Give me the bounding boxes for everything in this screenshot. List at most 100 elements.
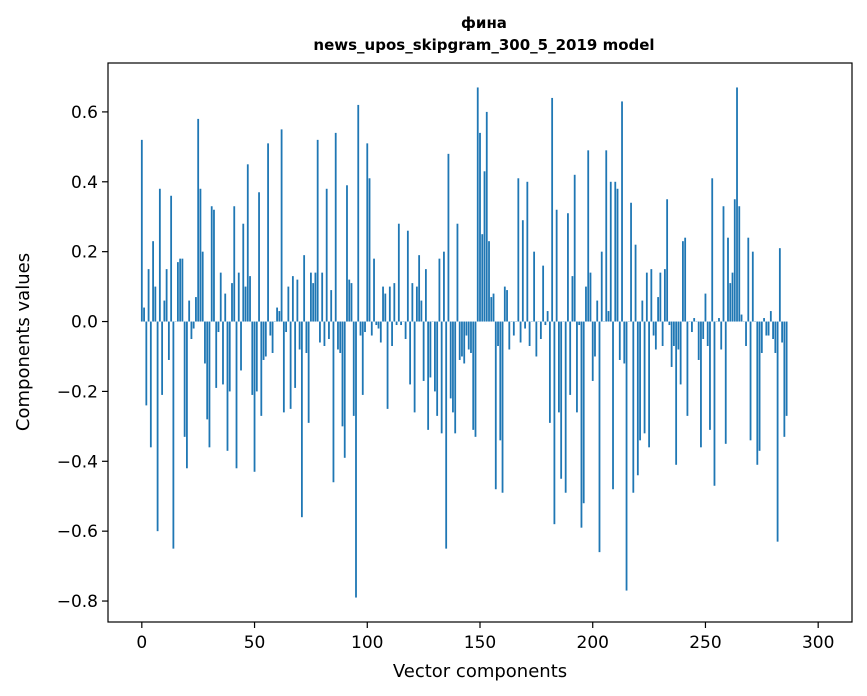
bar [605, 150, 608, 322]
bar [226, 321, 229, 451]
bar [756, 321, 759, 465]
bar [736, 87, 738, 322]
bar [600, 251, 603, 322]
bar [727, 237, 729, 322]
bar [186, 321, 188, 469]
bar [181, 258, 184, 322]
bar [343, 321, 346, 458]
bar [571, 276, 574, 322]
bar [740, 314, 743, 322]
bar [657, 297, 660, 322]
bar [594, 321, 596, 357]
bar [443, 251, 445, 322]
bar [661, 321, 664, 346]
bar [204, 321, 206, 364]
bar [361, 321, 364, 395]
bar [569, 321, 572, 395]
bar [314, 272, 317, 322]
bar [418, 255, 421, 322]
bar [691, 321, 693, 333]
bar [555, 209, 558, 322]
bar [672, 321, 675, 346]
bar [280, 129, 283, 322]
bar [449, 321, 452, 399]
bar [366, 143, 369, 322]
bar [738, 206, 741, 322]
bar [346, 185, 348, 322]
bar [440, 321, 443, 434]
bar [310, 272, 312, 322]
bar [352, 321, 355, 416]
bar [772, 321, 774, 340]
bar [760, 321, 763, 353]
bar [303, 255, 306, 322]
bar [560, 321, 563, 479]
bar [693, 318, 696, 322]
bar [409, 321, 412, 385]
bar [271, 321, 274, 353]
bar [499, 321, 502, 441]
bar [704, 293, 707, 322]
x-tick-label: 100 [351, 633, 383, 653]
bar [539, 321, 542, 340]
bar [222, 321, 224, 385]
bar [334, 132, 337, 322]
bar [745, 321, 747, 346]
bar [445, 321, 448, 549]
bar [609, 181, 612, 322]
bar [170, 195, 173, 322]
bar [377, 321, 380, 329]
bar [404, 321, 407, 340]
bar [591, 321, 594, 381]
bar [548, 321, 551, 423]
bar [145, 321, 148, 406]
y-tick-label: −0.4 [57, 452, 98, 472]
x-tick-label: 150 [464, 633, 496, 653]
bar [197, 118, 200, 322]
bar [192, 321, 195, 329]
bar [598, 321, 601, 553]
bar [607, 311, 610, 322]
bar [246, 164, 249, 322]
bar [152, 241, 154, 322]
bar [508, 321, 511, 350]
bar [231, 283, 233, 322]
bar [623, 321, 626, 364]
x-tick-label: 200 [577, 633, 609, 653]
bar [758, 321, 761, 451]
bar [325, 188, 328, 322]
bar [488, 241, 490, 322]
bar [470, 321, 472, 353]
bar [190, 321, 193, 340]
bar [751, 251, 754, 322]
bar [264, 321, 267, 357]
bar [298, 321, 301, 350]
bar [179, 258, 182, 322]
bar [215, 321, 218, 388]
bar [255, 321, 258, 392]
bar [718, 318, 720, 322]
bar [749, 321, 752, 441]
bar [415, 286, 418, 322]
y-tick-label: 0.6 [71, 103, 98, 123]
bar [684, 237, 687, 322]
bar [589, 272, 592, 322]
bar [639, 321, 641, 441]
bar [781, 321, 784, 343]
bar [420, 300, 423, 322]
bar [282, 321, 285, 413]
bar [391, 321, 393, 346]
bar [461, 321, 463, 357]
chart-title: фина [461, 14, 507, 32]
x-tick-label: 300 [802, 633, 834, 653]
bar [316, 139, 319, 322]
bar [355, 321, 357, 598]
bar [321, 272, 324, 322]
bar [434, 321, 436, 392]
x-tick-label: 0 [136, 633, 147, 653]
bar [337, 321, 339, 350]
bar [763, 318, 765, 322]
bar [546, 311, 549, 322]
bar [616, 188, 619, 322]
bar [713, 321, 716, 486]
